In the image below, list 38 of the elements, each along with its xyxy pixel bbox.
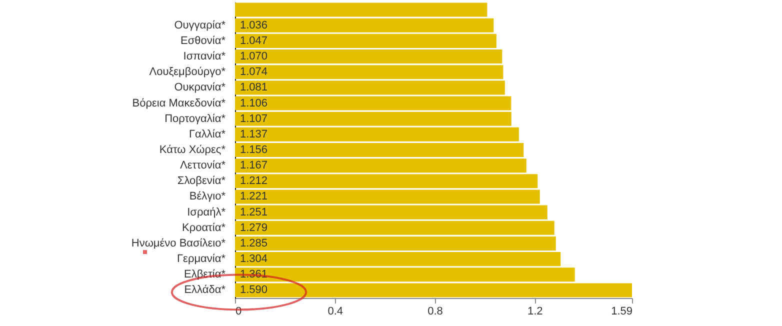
- x-tick-label: 1.2: [527, 306, 543, 318]
- y-tick-label: Ισραήλ*: [187, 206, 226, 218]
- data-label: 1.304: [240, 253, 268, 266]
- data-label: 1.156: [240, 144, 268, 156]
- y-tick-label: Λουξεμβούργο*: [149, 66, 226, 78]
- data-label: 1.036: [240, 19, 268, 32]
- y-tick-label: Ισπανία*: [183, 50, 226, 63]
- x-tick-label: 0.4: [328, 306, 344, 318]
- y-tick-label: Εσθονία*: [180, 34, 226, 47]
- y-tick-label: Λεττονία*: [180, 160, 226, 172]
- data-label: 1.074: [240, 66, 268, 78]
- data-label: 1.590: [240, 284, 268, 296]
- data-label: 1.107: [240, 112, 268, 125]
- y-tick-label: Βέλγιο*: [189, 190, 226, 203]
- y-tick-label: Κάτω Χώρες*: [159, 144, 226, 156]
- y-tick-label: Ουκρανία*: [174, 82, 226, 94]
- y-tick-label: Ελλάδα*: [184, 284, 226, 296]
- y-tick-label: Γερμανία*: [176, 253, 226, 266]
- y-tick-label: Γαλλία*: [188, 128, 226, 140]
- y-tick-label: Σλοβενία*: [177, 175, 226, 188]
- data-label: 1.251: [240, 206, 268, 218]
- x-tick-label: 1.59: [611, 306, 632, 318]
- data-label: 1.070: [240, 50, 268, 63]
- data-label: 1.106: [240, 97, 268, 110]
- x-tick-label: 0.8: [428, 306, 443, 318]
- data-label: 1.081: [240, 82, 268, 94]
- data-label: 1.221: [240, 190, 268, 203]
- data-label: 1.137: [240, 128, 268, 140]
- y-tick-label: Πορτογαλία*: [164, 112, 226, 125]
- y-tick-label: Κροατία*: [182, 222, 226, 234]
- data-label: 1.047: [240, 34, 268, 47]
- data-label: 1.279: [240, 222, 268, 234]
- data-label: 1.167: [240, 160, 268, 172]
- y-tick-label: Ουγγαρία*: [174, 19, 226, 32]
- y-tick-label: Ηνωμένο Βασίλειο*: [131, 237, 226, 250]
- data-label: 1.212: [240, 175, 268, 188]
- y-tick-label: Βόρεια Μακεδονία*: [132, 97, 226, 110]
- data-label: 1.285: [240, 237, 268, 250]
